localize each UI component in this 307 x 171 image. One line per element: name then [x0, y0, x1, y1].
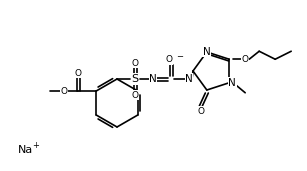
- Text: O: O: [131, 90, 138, 100]
- Text: N: N: [185, 74, 193, 84]
- Text: +: +: [32, 141, 39, 149]
- Text: O: O: [197, 107, 204, 116]
- Text: S: S: [131, 74, 138, 84]
- Text: O: O: [131, 58, 138, 68]
- Text: N: N: [203, 47, 211, 57]
- Text: N: N: [149, 74, 157, 84]
- Text: −: −: [176, 52, 183, 62]
- Text: Na: Na: [18, 145, 33, 155]
- Text: O: O: [61, 87, 68, 95]
- Text: O: O: [242, 55, 249, 64]
- Text: O: O: [75, 69, 82, 77]
- Text: O: O: [165, 56, 173, 64]
- Text: N: N: [228, 78, 236, 88]
